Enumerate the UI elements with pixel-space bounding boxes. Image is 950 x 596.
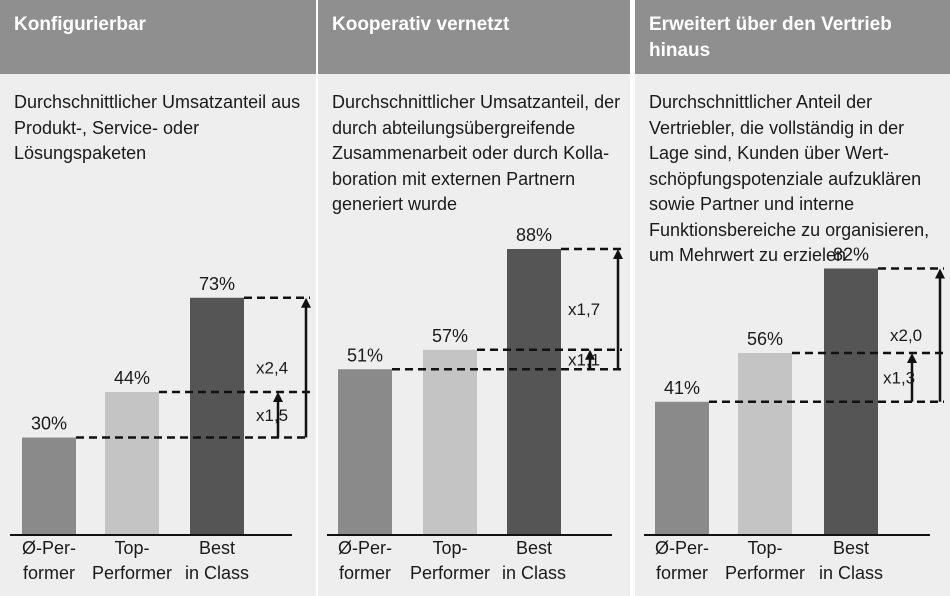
bar-chart-extended: 41% Ø-Per-former 56% Top- Performer 82% Best in…	[644, 245, 945, 583]
arrowhead-icon	[585, 349, 595, 360]
avg-performer-bar	[338, 369, 392, 535]
category-label: Top-	[432, 538, 467, 558]
category-label: in Class	[502, 563, 566, 583]
value-label: 30%	[31, 414, 67, 434]
value-label: 57%	[432, 326, 468, 346]
multiplier-label: x2,0	[890, 326, 922, 345]
panel-description: Durchschnittlicher Umsatzanteil aus Prod…	[14, 92, 301, 163]
category-label: in Class	[819, 563, 883, 583]
bar-chart-configurable: 30% Ø-Per-former 44% Top- Performer 73% Best in…	[10, 274, 311, 583]
multiplier-label: x1,3	[883, 368, 915, 387]
value-label: 51%	[347, 345, 383, 365]
category-label: Ø-Per-	[22, 538, 76, 558]
best-in-class-bar	[190, 297, 244, 535]
category-label: Performer	[725, 563, 805, 583]
multiplier-label: x1,7	[568, 300, 600, 319]
category-label: Best	[516, 538, 552, 558]
category-label: former	[339, 563, 391, 583]
avg-performer-bar	[22, 437, 76, 535]
category-label: former	[656, 563, 708, 583]
value-label: 88%	[516, 225, 552, 245]
arrowhead-icon	[273, 392, 283, 402]
category-label: Performer	[410, 563, 490, 583]
panel-title: Erweitert über den Vertrieb hinaus	[635, 0, 950, 74]
category-label: Best	[833, 538, 869, 558]
value-label: 56%	[747, 329, 783, 349]
panel-extended: Erweitert über den Vertrieb hinaus Durch…	[635, 0, 950, 596]
panel-title: Kooperativ vernetzt	[318, 0, 630, 74]
arrowhead-icon	[907, 353, 917, 363]
panel-description: Durchschnittlicher Anteil der Vertrieble…	[649, 92, 930, 265]
panel-title: Konfigurierbar	[0, 0, 316, 74]
arrowhead-icon	[301, 297, 311, 308]
avg-performer-bar	[655, 401, 709, 535]
category-label: Ø-Per-	[338, 538, 392, 558]
panel-cooperative: Kooperativ vernetzt Durchschnittlicher U…	[318, 0, 630, 596]
panel-description: Durchschnittlicher Umsatzanteil, der dur…	[332, 92, 621, 214]
arrowhead-icon	[613, 249, 623, 259]
multiplier-label: x1,5	[256, 406, 288, 425]
top-performer-bar	[738, 353, 792, 535]
value-label: 44%	[114, 368, 150, 388]
multiplier-label: x1,1	[568, 351, 600, 370]
top-performer-bar	[423, 349, 477, 535]
category-label: Top-	[747, 538, 782, 558]
bar-chart-cooperative: 51% Ø-Per-former 57% Top- Performer 88% Best in…	[327, 225, 623, 583]
category-label: Ø-Per-	[655, 538, 709, 558]
multiplier-label: x2,4	[256, 359, 288, 378]
category-label: Best	[199, 538, 235, 558]
arrowhead-icon	[935, 268, 945, 279]
category-label: Top-	[114, 538, 149, 558]
value-label: 82%	[833, 245, 869, 265]
category-label: former	[23, 563, 75, 583]
panel-configurable: Konfigurierbar Durchschnittlicher Umsatz…	[0, 0, 316, 596]
value-label: 41%	[664, 378, 700, 398]
category-label: Performer	[92, 563, 172, 583]
top-performer-bar	[105, 392, 159, 535]
category-label: in Class	[185, 563, 249, 583]
value-label: 73%	[199, 274, 235, 294]
best-in-class-bar	[507, 249, 561, 535]
